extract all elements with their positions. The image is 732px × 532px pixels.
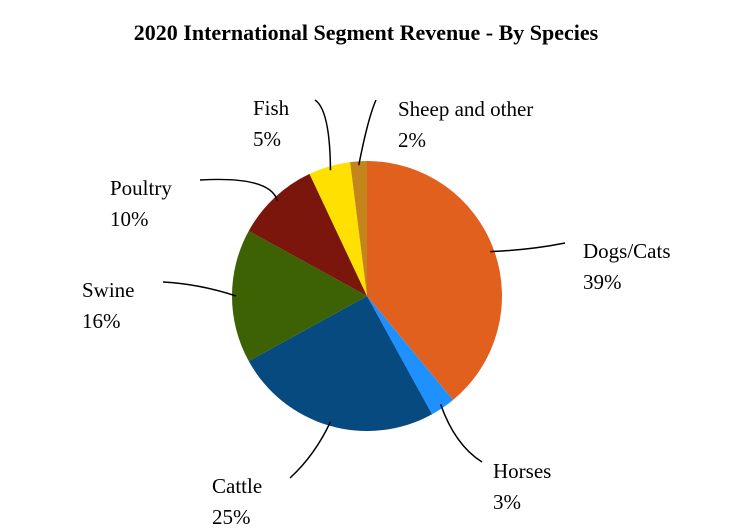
slice-label: Dogs/Cats: [583, 239, 671, 263]
slice-label: Fish: [253, 96, 290, 120]
pie-slice: [367, 161, 502, 401]
slice-label: Poultry: [110, 176, 172, 200]
slice-value-label: 16%: [82, 309, 121, 333]
slice-label: Sheep and other: [398, 97, 533, 121]
slice-label: Horses: [493, 459, 551, 483]
leader-line: [490, 242, 566, 253]
leader-line: [162, 281, 237, 297]
chart-title: 2020 International Segment Revenue - By …: [134, 20, 599, 45]
leader-line: [314, 99, 332, 171]
slice-label: Swine: [82, 278, 135, 302]
slice-label: Cattle: [212, 474, 262, 498]
leader-line: [289, 421, 332, 479]
pie-slice: [367, 296, 454, 415]
pie-slice: [248, 173, 367, 296]
slice-value-label: 25%: [212, 505, 251, 529]
slice-value-label: 10%: [110, 207, 149, 231]
pie-slice: [231, 230, 367, 362]
slice-value-label: 39%: [583, 270, 622, 294]
slice-value-label: 5%: [253, 127, 281, 151]
pie-slice: [309, 162, 367, 296]
pie-slice: [248, 296, 433, 431]
slice-value-label: 3%: [493, 490, 521, 514]
pie-slice: [350, 161, 367, 296]
slice-value-label: 2%: [398, 128, 426, 152]
leader-line: [439, 404, 483, 463]
leader-line: [358, 99, 377, 166]
leader-line: [199, 178, 279, 201]
